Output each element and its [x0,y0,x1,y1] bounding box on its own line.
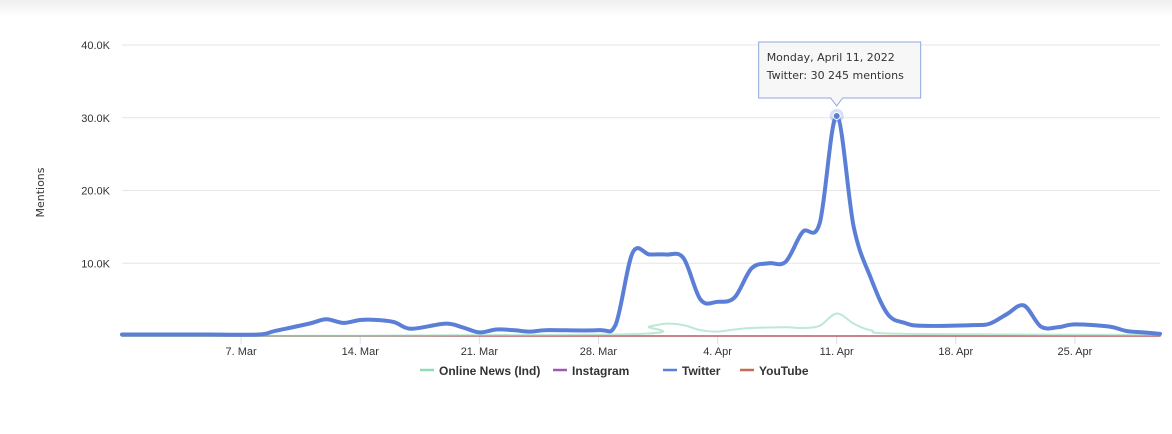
x-tick-label: 18. Apr [938,346,973,358]
y-tick-label: 40.0K [81,40,110,52]
x-tick-label: 14. Mar [342,346,380,358]
grid-lines [122,44,1160,264]
legend-item-instagram[interactable]: Instagram [572,364,629,378]
y-tick-label: 20.0K [81,186,110,198]
legend-item-online-news-ind[interactable]: Online News (Ind) [439,364,540,378]
x-tick-label: 21. Mar [461,346,499,358]
markers [829,108,844,123]
top-shadow [0,0,1172,16]
x-tick-label: 25. Apr [1057,346,1092,358]
x-tick-label: 11. Apr [820,346,854,358]
series-lines [120,113,1162,337]
tooltip: Monday, April 11, 2022 Twitter: 30 245 me… [758,41,922,107]
series-line-online-news-ind [121,312,1161,337]
legend-item-twitter[interactable]: Twitter [682,364,721,378]
x-tick-label: 28. Mar [580,346,618,358]
hover-point[interactable] [832,111,841,120]
y-tick-label: 30.0K [81,113,110,125]
tooltip-value: Twitter: 30 245 mentions [766,69,904,82]
series-line-twitter [120,113,1162,337]
axes: 10.0K 20.0K 30.0K 40.0K 7. Mar 14. Mar 21. Mar… [34,40,1160,358]
y-tick-label: 10.0K [81,258,110,270]
x-tick-label: 7. Mar [226,346,258,358]
tooltip-date: Monday, April 11, 2022 [767,51,895,64]
y-axis-title: Mentions [34,167,47,217]
x-tick-label: 4. Apr [703,346,732,358]
legend: Online News (Ind) Instagram Twitter YouTube [420,364,809,378]
legend-item-youtube[interactable]: YouTube [759,364,809,378]
tooltip-box [758,41,922,107]
